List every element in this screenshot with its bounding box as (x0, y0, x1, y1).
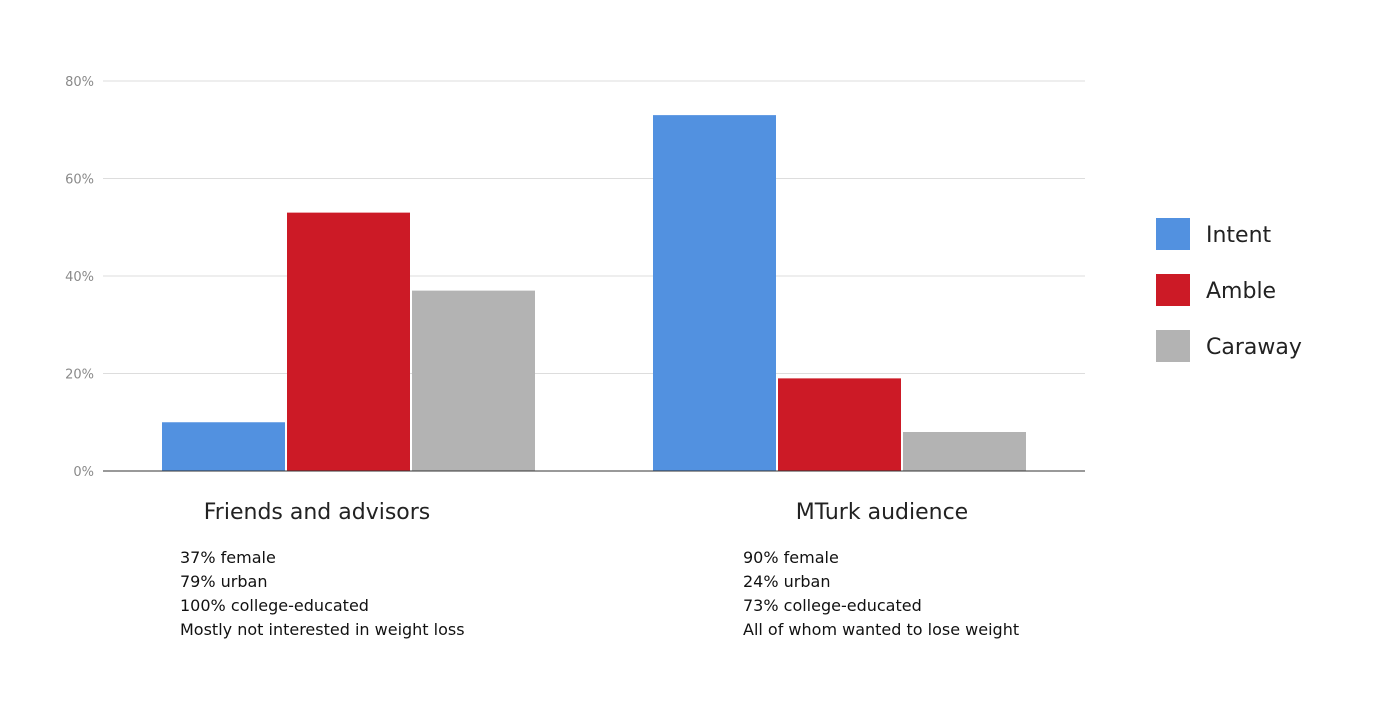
note-line: 24% urban (743, 572, 831, 591)
category-label: MTurk audience (796, 500, 968, 525)
y-tick-label: 20% (65, 368, 94, 383)
bars (162, 115, 1026, 471)
note-line: Mostly not interested in weight loss (180, 620, 465, 639)
bar-caraway-2 (903, 432, 1026, 471)
y-tick-label: 0% (73, 465, 94, 480)
bar-intent-2 (653, 115, 776, 471)
category-label: Friends and advisors (204, 500, 431, 525)
group-note-friends: 37% female 79% urban 100% college-educat… (180, 546, 465, 642)
legend-label-caraway: Caraway (1206, 335, 1302, 360)
note-line: 37% female (180, 548, 276, 567)
note-line: All of whom wanted to lose weight (743, 620, 1020, 639)
group-note-mturk: 90% female 24% urban 73% college-educate… (743, 546, 1019, 642)
note-line: 100% college-educated (180, 596, 369, 615)
legend-label-intent: Intent (1206, 223, 1272, 248)
note-line: 90% female (743, 548, 839, 567)
category-labels: Friends and advisors MTurk audience (204, 500, 968, 525)
bar-amble-1 (287, 212, 410, 471)
legend-label-amble: Amble (1206, 279, 1276, 304)
note-line: 79% urban (180, 572, 268, 591)
gridlines (103, 80, 1085, 374)
bar-intent-1 (162, 422, 285, 471)
bar-amble-2 (778, 378, 901, 471)
y-tick-label: 60% (65, 173, 94, 188)
legend-swatch-intent (1156, 218, 1190, 250)
legend-swatch-amble (1156, 274, 1190, 306)
bar-caraway-1 (412, 290, 535, 471)
legend: Intent Amble Caraway (1156, 218, 1302, 362)
y-tick-label: 40% (65, 270, 94, 285)
y-tick-label: 80% (65, 75, 94, 90)
legend-swatch-caraway (1156, 330, 1190, 362)
note-line: 73% college-educated (743, 596, 922, 615)
y-axis-ticks: 0% 20% 40% 60% 80% (65, 75, 94, 480)
